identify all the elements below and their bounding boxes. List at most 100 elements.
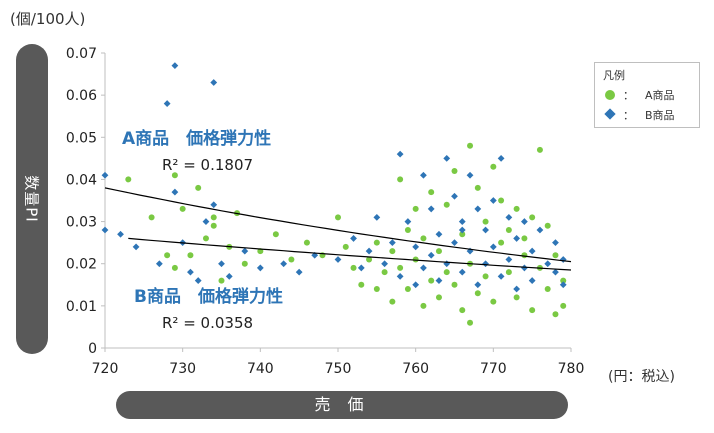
series-a-point <box>373 286 380 292</box>
series-a-point <box>435 294 442 301</box>
series-a-point <box>428 277 435 284</box>
series-a-point <box>490 298 497 305</box>
series-b-point <box>489 197 497 204</box>
legend-separator: ： <box>623 89 634 102</box>
circle-marker-icon <box>605 90 615 100</box>
series-a-point <box>443 269 450 276</box>
legend-separator: ： <box>623 109 634 122</box>
series-b-point <box>171 62 179 70</box>
series-b-point <box>171 188 179 196</box>
series-b-point <box>396 150 404 158</box>
series-a-point <box>381 269 388 276</box>
series-b-point <box>521 218 528 225</box>
diamond-marker-icon <box>604 108 616 120</box>
series-a-point <box>373 239 380 246</box>
series-b-point <box>482 226 489 234</box>
series-a-point <box>459 231 466 238</box>
x-tick-label: 760 <box>402 361 429 377</box>
series-a-point <box>529 214 536 221</box>
legend: 凡例 ： A商品 ： B商品 <box>594 62 700 128</box>
y-tick-label: 0.07 <box>66 46 97 62</box>
x-tick-label: 720 <box>92 361 119 377</box>
series-a-point <box>412 256 419 263</box>
x-tick-label: 750 <box>325 361 352 377</box>
series-a-point <box>498 197 505 204</box>
series-a-point <box>474 290 481 297</box>
series-b-point <box>256 264 264 272</box>
series-a-point <box>521 235 528 242</box>
series-a-point <box>171 172 178 179</box>
series-b-point <box>497 272 505 280</box>
series-b-point <box>225 272 233 280</box>
y-tick-label: 0 <box>88 341 97 357</box>
y-tick-label: 0.04 <box>66 172 97 188</box>
series-b-point <box>528 277 536 284</box>
series-a-point <box>544 222 551 229</box>
series-a-point <box>303 239 310 246</box>
series-a-point <box>366 256 373 263</box>
series-b-point <box>117 230 124 238</box>
y-tick-label: 0.01 <box>66 299 97 315</box>
series-a-point <box>505 269 512 276</box>
series-b-point <box>412 243 420 251</box>
series-a-point <box>490 163 497 170</box>
series-b-point <box>536 226 544 234</box>
series-b-point <box>404 218 412 225</box>
series-b-point <box>505 256 513 263</box>
series-b-point <box>482 260 489 268</box>
series-a-point <box>171 264 178 271</box>
annotation-a-title: A商品 価格弾力性 <box>122 129 272 149</box>
series-a-point <box>474 184 481 191</box>
series-b-point <box>458 268 466 276</box>
series-a-point <box>529 307 536 314</box>
x-axis-title-pill: 売 価 <box>116 391 568 419</box>
series-b-point <box>521 264 528 272</box>
series-a-point <box>420 302 427 309</box>
legend-label-b: B商品 <box>645 109 675 122</box>
series-a-point <box>288 256 295 263</box>
series-a-point <box>148 214 155 221</box>
y-unit-label: (個/100人) <box>10 10 86 28</box>
series-a-point <box>552 311 559 318</box>
series-b-point <box>163 100 171 107</box>
series-b-point <box>280 260 288 268</box>
series-b-point <box>101 171 109 179</box>
series-b-point <box>443 154 451 162</box>
series-b-point <box>435 230 443 238</box>
series-b-point <box>513 235 521 242</box>
x-unit-label: (円：税込) <box>608 369 675 385</box>
series-b-point <box>505 213 513 221</box>
series-a-point <box>179 205 186 212</box>
legend-title: 凡例 <box>603 69 625 82</box>
series-b-point <box>396 272 404 280</box>
y-tick-label: 0.03 <box>66 215 97 231</box>
series-b-point <box>101 226 109 234</box>
series-b-point <box>202 218 210 225</box>
series-b-point <box>544 260 552 268</box>
series-a-point <box>544 286 551 292</box>
series-b-point <box>187 268 194 276</box>
series-b-point <box>334 256 342 263</box>
series-b-point <box>420 264 427 272</box>
series-b-point <box>388 239 396 247</box>
series-b-point <box>497 154 505 162</box>
x-tick-label: 780 <box>558 361 585 377</box>
series-b-point <box>381 260 388 268</box>
series-b-point <box>435 277 443 284</box>
series-a-point <box>195 184 202 191</box>
series-a-point <box>505 227 512 233</box>
series-a-point <box>459 307 466 314</box>
series-b-point <box>474 281 482 289</box>
series-a-point <box>552 252 559 259</box>
series-a-point <box>125 176 132 183</box>
series-b-point <box>466 171 474 179</box>
series-a-point <box>513 205 520 212</box>
annotation-b-r2: R² = 0.0358 <box>162 314 254 332</box>
series-b-point <box>412 281 420 289</box>
series-b-point <box>357 264 365 272</box>
series-a-point <box>404 227 411 233</box>
series-a-point <box>241 260 248 267</box>
series-b-point <box>155 260 163 268</box>
y-axis-title-pill: 数量PI <box>16 44 48 354</box>
